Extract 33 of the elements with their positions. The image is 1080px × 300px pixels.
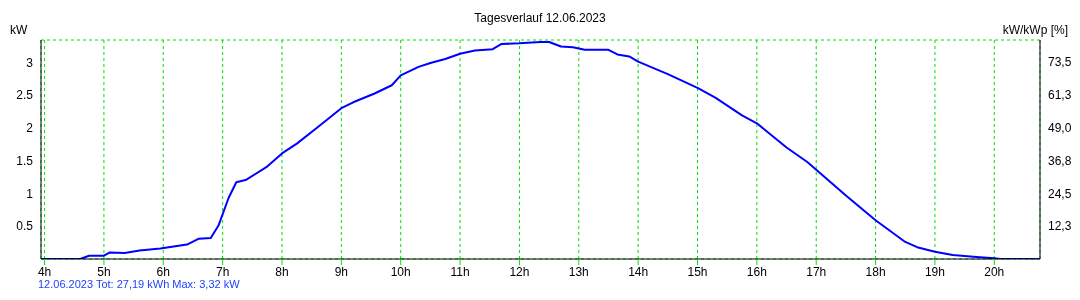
x-tick-label: 4h: [37, 264, 52, 279]
text: 12.06.2023 Tot: 27,19 kWh Max: 3,32 kW: [38, 278, 240, 290]
y-tick-label: 0.5: [16, 219, 34, 234]
y-tick-label: 3: [26, 55, 34, 70]
y-tick-label: 1: [26, 186, 34, 201]
x-tick-label: 5h: [97, 264, 111, 279]
y2-tick-label: 61,3: [1048, 88, 1072, 103]
x-tick-label: 10h: [390, 264, 411, 279]
x-tick-label: 19h: [924, 264, 945, 279]
y-tick-label: 2: [26, 121, 34, 136]
x-tick-label: 11h: [450, 264, 470, 279]
x-tick-label: 14h: [628, 264, 649, 279]
x-tick-label: 9h: [334, 264, 349, 279]
y-axis-title: kW: [10, 23, 28, 37]
x-tick-label: 15h: [687, 264, 708, 279]
y2-tick-label: 24,5: [1048, 186, 1072, 201]
y-tick-label: 2.5: [16, 88, 34, 103]
y2-tick-label: 49,0: [1048, 121, 1072, 136]
y2-tick-label: 36,8: [1048, 153, 1072, 168]
x-tick-label: 13h: [568, 264, 589, 279]
x-tick-label: 17h: [806, 264, 827, 279]
x-tick-label: 8h: [275, 264, 289, 279]
x-tick-label: 20h: [984, 264, 1005, 279]
x-tick-label: 16h: [746, 264, 767, 279]
chart-title: Tagesverlauf 12.06.2023: [474, 11, 606, 25]
x-tick-label: 12h: [509, 264, 530, 279]
y2-axis-title: kW/kWp [%]: [1002, 23, 1068, 37]
x-tick-label: 18h: [865, 264, 886, 279]
y2-tick-label: 12,3: [1048, 219, 1072, 234]
y2-tick-label: 73,5: [1048, 55, 1072, 70]
y-tick-label: 1.5: [16, 153, 34, 168]
x-tick-label: 7h: [215, 264, 230, 279]
x-tick-label: 6h: [156, 264, 170, 279]
